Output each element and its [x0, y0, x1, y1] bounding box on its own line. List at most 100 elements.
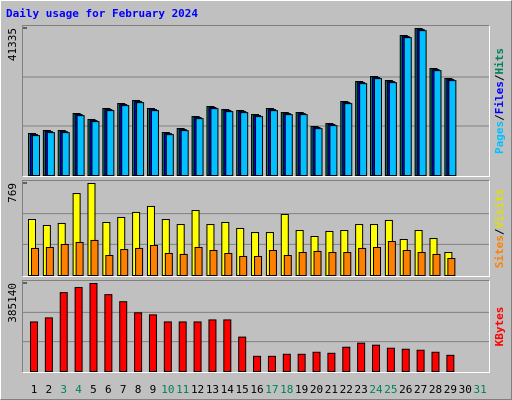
bar [313, 250, 322, 276]
bar [104, 294, 113, 373]
legend-separator: / [493, 74, 506, 81]
bar [134, 312, 143, 372]
x-tick-label: 7 [120, 383, 127, 396]
x-tick-label: 12 [191, 383, 204, 396]
bar [89, 283, 98, 372]
panel-shadow [22, 280, 490, 373]
x-tick-label: 27 [414, 383, 427, 396]
bar [297, 353, 306, 373]
x-tick-label: 10 [161, 383, 174, 396]
bar [255, 116, 264, 176]
x-tick-label: 21 [325, 383, 338, 396]
bar [344, 103, 353, 176]
bar [30, 321, 38, 373]
bar [164, 252, 173, 277]
bar [373, 247, 382, 277]
bar [61, 132, 70, 177]
bar [165, 134, 174, 176]
bar [45, 247, 54, 277]
panel-light [22, 180, 490, 277]
legend-entry: Files [493, 81, 506, 114]
x-tick-label: 3 [60, 383, 67, 396]
bar [120, 249, 129, 277]
x-tick-label: 15 [236, 383, 249, 396]
panel-light [22, 25, 490, 177]
bar [447, 258, 456, 277]
bar [312, 351, 321, 372]
bar [76, 115, 85, 177]
legend-separator: / [493, 114, 506, 121]
bar [314, 128, 323, 176]
bar [418, 30, 427, 176]
bar [254, 255, 263, 277]
legend-entry: Hits [493, 48, 506, 75]
bar [403, 37, 412, 176]
bar [374, 78, 383, 176]
bar [431, 351, 440, 372]
bar [209, 249, 218, 276]
bar [224, 252, 233, 277]
bar [284, 114, 293, 176]
panel-shadow [22, 25, 490, 177]
bar [416, 349, 425, 372]
bar [194, 247, 203, 277]
x-tick-label: 28 [429, 383, 442, 396]
bar [106, 110, 115, 176]
bar [180, 130, 189, 177]
x-tick-label: 14 [221, 383, 235, 396]
bar [178, 321, 187, 373]
bar [283, 255, 292, 277]
bar [238, 336, 247, 373]
bar [359, 83, 368, 176]
bar [387, 241, 396, 276]
x-tick-label: 31 [473, 383, 486, 396]
bar [148, 314, 157, 372]
bar [357, 342, 366, 373]
bar [299, 114, 308, 176]
legend-entry: Pages [493, 121, 506, 154]
bar [433, 70, 442, 176]
x-tick-label: 8 [135, 383, 142, 396]
x-tick-label: 1 [31, 383, 38, 396]
x-tick-label: 23 [355, 383, 368, 396]
bar [193, 321, 202, 373]
bar [417, 252, 426, 276]
bar [329, 125, 338, 176]
bar [31, 247, 39, 277]
panel-shadow [22, 180, 490, 277]
bar [121, 105, 130, 176]
bar [44, 317, 53, 373]
bar [253, 355, 262, 372]
x-tick-label: 11 [176, 383, 189, 396]
x-tick-label: 19 [295, 383, 308, 396]
x-tick-label: 20 [310, 383, 323, 396]
bar [75, 241, 84, 277]
bar [239, 255, 248, 277]
x-tick-label: 6 [105, 383, 112, 396]
bar [268, 249, 277, 276]
bar [386, 347, 395, 373]
bar [91, 121, 100, 176]
bar [328, 252, 337, 276]
bar [119, 301, 128, 372]
chart-title: Daily usage for February 2024 [6, 7, 198, 20]
x-tick-label: 18 [280, 383, 293, 396]
legend-entry: Sites [493, 235, 506, 268]
x-tick-label: 17 [265, 383, 278, 396]
x-tick-label: 24 [369, 383, 383, 396]
bar [282, 353, 291, 373]
bar [343, 252, 352, 276]
bar [90, 239, 99, 276]
x-tick-label: 26 [399, 383, 412, 396]
bar [298, 252, 307, 276]
y-tick-label: 769 [6, 183, 19, 203]
x-tick-label: 25 [384, 383, 397, 396]
bar [179, 253, 188, 276]
legend: Pages/Files/Hits [493, 48, 506, 154]
bar [402, 249, 411, 276]
bar [388, 82, 397, 176]
bar [210, 108, 219, 176]
legend: Sites/Visits [493, 189, 506, 269]
